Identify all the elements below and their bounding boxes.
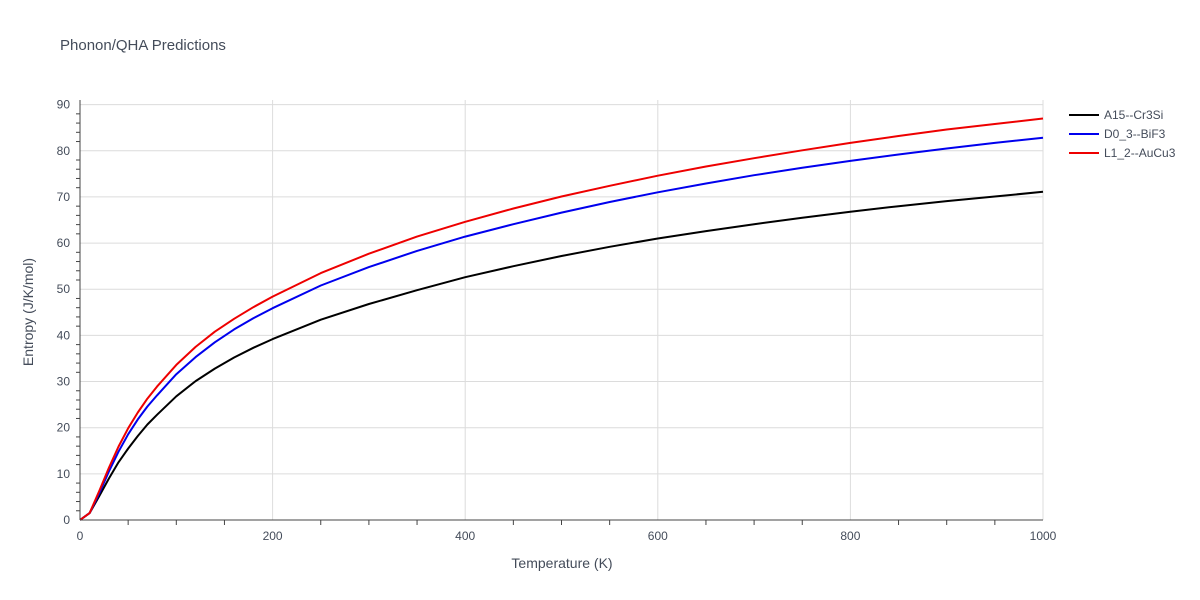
y-tick-label: 30 (57, 375, 71, 389)
series-line-D0_3--BiF3 (79, 136, 1044, 521)
x-tick-label: 600 (648, 529, 668, 543)
grid-lines (80, 100, 1044, 520)
y-tick-label: 50 (57, 282, 71, 296)
x-tick-label: 400 (455, 529, 475, 543)
y-tick-label: 0 (63, 513, 70, 527)
legend-label[interactable]: L1_2--AuCu3 (1104, 146, 1176, 160)
x-tick-labels: 0 200 400 600 800 1000 (77, 529, 1057, 543)
y-tick-labels: 0 10 20 30 40 50 60 70 80 90 (57, 98, 71, 527)
y-tick-label: 20 (57, 421, 71, 435)
y-tick-label: 70 (57, 190, 71, 204)
series-line-A15--Cr3Si (79, 190, 1044, 521)
x-tick-label: 0 (77, 529, 84, 543)
y-tick-label: 40 (57, 328, 71, 342)
chart-title: Phonon/QHA Predictions (60, 37, 226, 54)
y-tick-label: 80 (57, 144, 71, 158)
y-axis-title: Entropy (J/K/mol) (20, 258, 36, 366)
x-axis-title: Temperature (K) (511, 555, 612, 571)
y-tick-label: 60 (57, 236, 71, 250)
y-tick-label: 10 (57, 467, 71, 481)
legend-label[interactable]: A15--Cr3Si (1104, 108, 1163, 122)
x-tick-label: 200 (263, 529, 283, 543)
minor-ticks (76, 113, 996, 525)
x-tick-label: 1000 (1030, 529, 1057, 543)
series-line-L1_2--AuCu3 (79, 117, 1044, 521)
legend[interactable]: A15--Cr3Si D0_3--BiF3 L1_2--AuCu3 (1069, 108, 1176, 160)
y-tick-label: 90 (57, 98, 71, 112)
legend-label[interactable]: D0_3--BiF3 (1104, 127, 1166, 141)
series-lines (79, 117, 1044, 521)
x-tick-label: 800 (840, 529, 860, 543)
